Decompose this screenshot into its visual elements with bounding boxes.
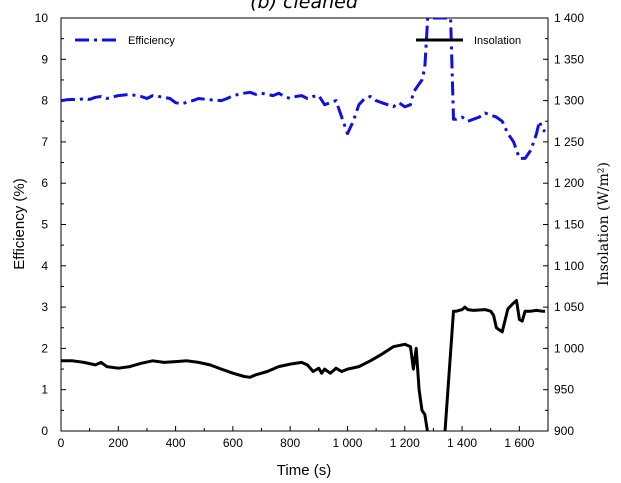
- left-y-tick-label: 6: [41, 176, 48, 190]
- left-y-axis-ticks: 0 1 2 3 4 5 6 7 8 9 10: [35, 11, 66, 438]
- left-y-tick-label: 4: [41, 259, 48, 273]
- left-y-tick-label: 7: [41, 135, 48, 149]
- right-y-tick-label: 1 100: [554, 259, 584, 273]
- left-y-tick-label: 0: [41, 424, 48, 438]
- left-y-axis-title: Efficiency (%): [11, 178, 28, 269]
- x-axis-ticks: 0 200 400 600 800 1 000 1 200 1 400 1 600: [58, 426, 535, 450]
- left-y-tick-label: 5: [41, 218, 48, 232]
- left-y-tick-label: 2: [41, 341, 48, 355]
- series-line-insolation: [61, 299, 546, 431]
- x-tick-label: 1 600: [504, 436, 534, 450]
- right-y-tick-label: 1 150: [554, 218, 584, 232]
- left-y-tick-label: 3: [41, 300, 48, 314]
- right-y-axis-title: Insolation (W/m²): [596, 162, 612, 286]
- right-y-tick-label: 1 400: [554, 11, 584, 25]
- x-tick-label: 1 000: [332, 436, 362, 450]
- x-tick-label: 600: [223, 436, 243, 450]
- series-line-efficiency: [61, 18, 546, 160]
- right-y-tick-label: 950: [554, 383, 574, 397]
- left-y-tick-label: 9: [41, 52, 48, 66]
- legend: Efficiency Insolation: [75, 35, 521, 47]
- plot-frame: [60, 17, 549, 432]
- x-tick-label: 800: [280, 436, 300, 450]
- right-y-tick-label: 1 250: [554, 135, 584, 149]
- right-y-axis-ticks: 900 950 1 000 1 050 1 100 1 150 1 200 1 250 1 30…: [543, 11, 584, 438]
- right-y-tick-label: 1 000: [554, 341, 584, 355]
- x-tick-label: 1 400: [447, 436, 477, 450]
- x-tick-label: 1 200: [390, 436, 420, 450]
- x-tick-label: 200: [108, 436, 128, 450]
- plot-axes: [60, 17, 549, 432]
- right-y-tick-label: 900: [554, 424, 574, 438]
- x-tick-label: 400: [166, 436, 186, 450]
- x-axis-title: Time (s): [277, 462, 331, 479]
- x-tick-label: 0: [58, 436, 65, 450]
- legend-insolation-label: Insolation: [474, 35, 521, 47]
- left-y-tick-label: 8: [41, 94, 48, 108]
- series-layer: [61, 18, 546, 431]
- chart-title: (b) cleaned: [250, 0, 359, 13]
- left-y-tick-label: 1: [41, 383, 48, 397]
- right-y-tick-label: 1 200: [554, 176, 584, 190]
- legend-efficiency-label: Efficiency: [128, 35, 175, 47]
- right-y-tick-label: 1 350: [554, 52, 584, 66]
- right-y-tick-label: 1 050: [554, 300, 584, 314]
- left-y-tick-label: 10: [35, 11, 49, 25]
- right-y-tick-label: 1 300: [554, 94, 584, 108]
